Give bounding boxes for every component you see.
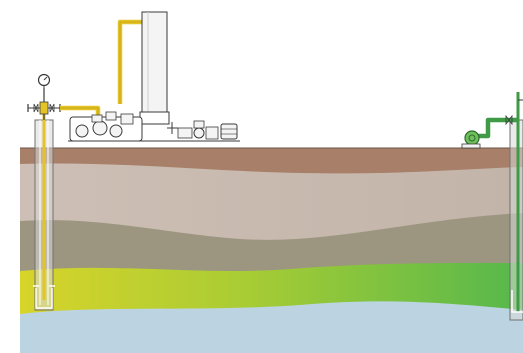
- aquifer-layer: [20, 262, 523, 314]
- production-pipeline: [478, 117, 518, 139]
- compressor-unit-icon: [68, 111, 240, 142]
- storage-tank-icon: [139, 11, 170, 125]
- injection-well: [33, 108, 55, 311]
- ground-layers: [20, 147, 523, 353]
- injection-wellhead-icon: [27, 88, 61, 120]
- auxiliary-equipment: [167, 120, 238, 140]
- production-wellhead-icon: [505, 99, 523, 126]
- topsoil-layer: [20, 148, 523, 174]
- injection-well-bottom-u: [35, 288, 53, 309]
- production-well: [509, 92, 523, 321]
- upper-soil-layer: [20, 162, 523, 240]
- pressure-gauge-icon: [37, 73, 51, 92]
- injection-pipeline: [60, 19, 142, 124]
- pump-icon: [461, 130, 481, 149]
